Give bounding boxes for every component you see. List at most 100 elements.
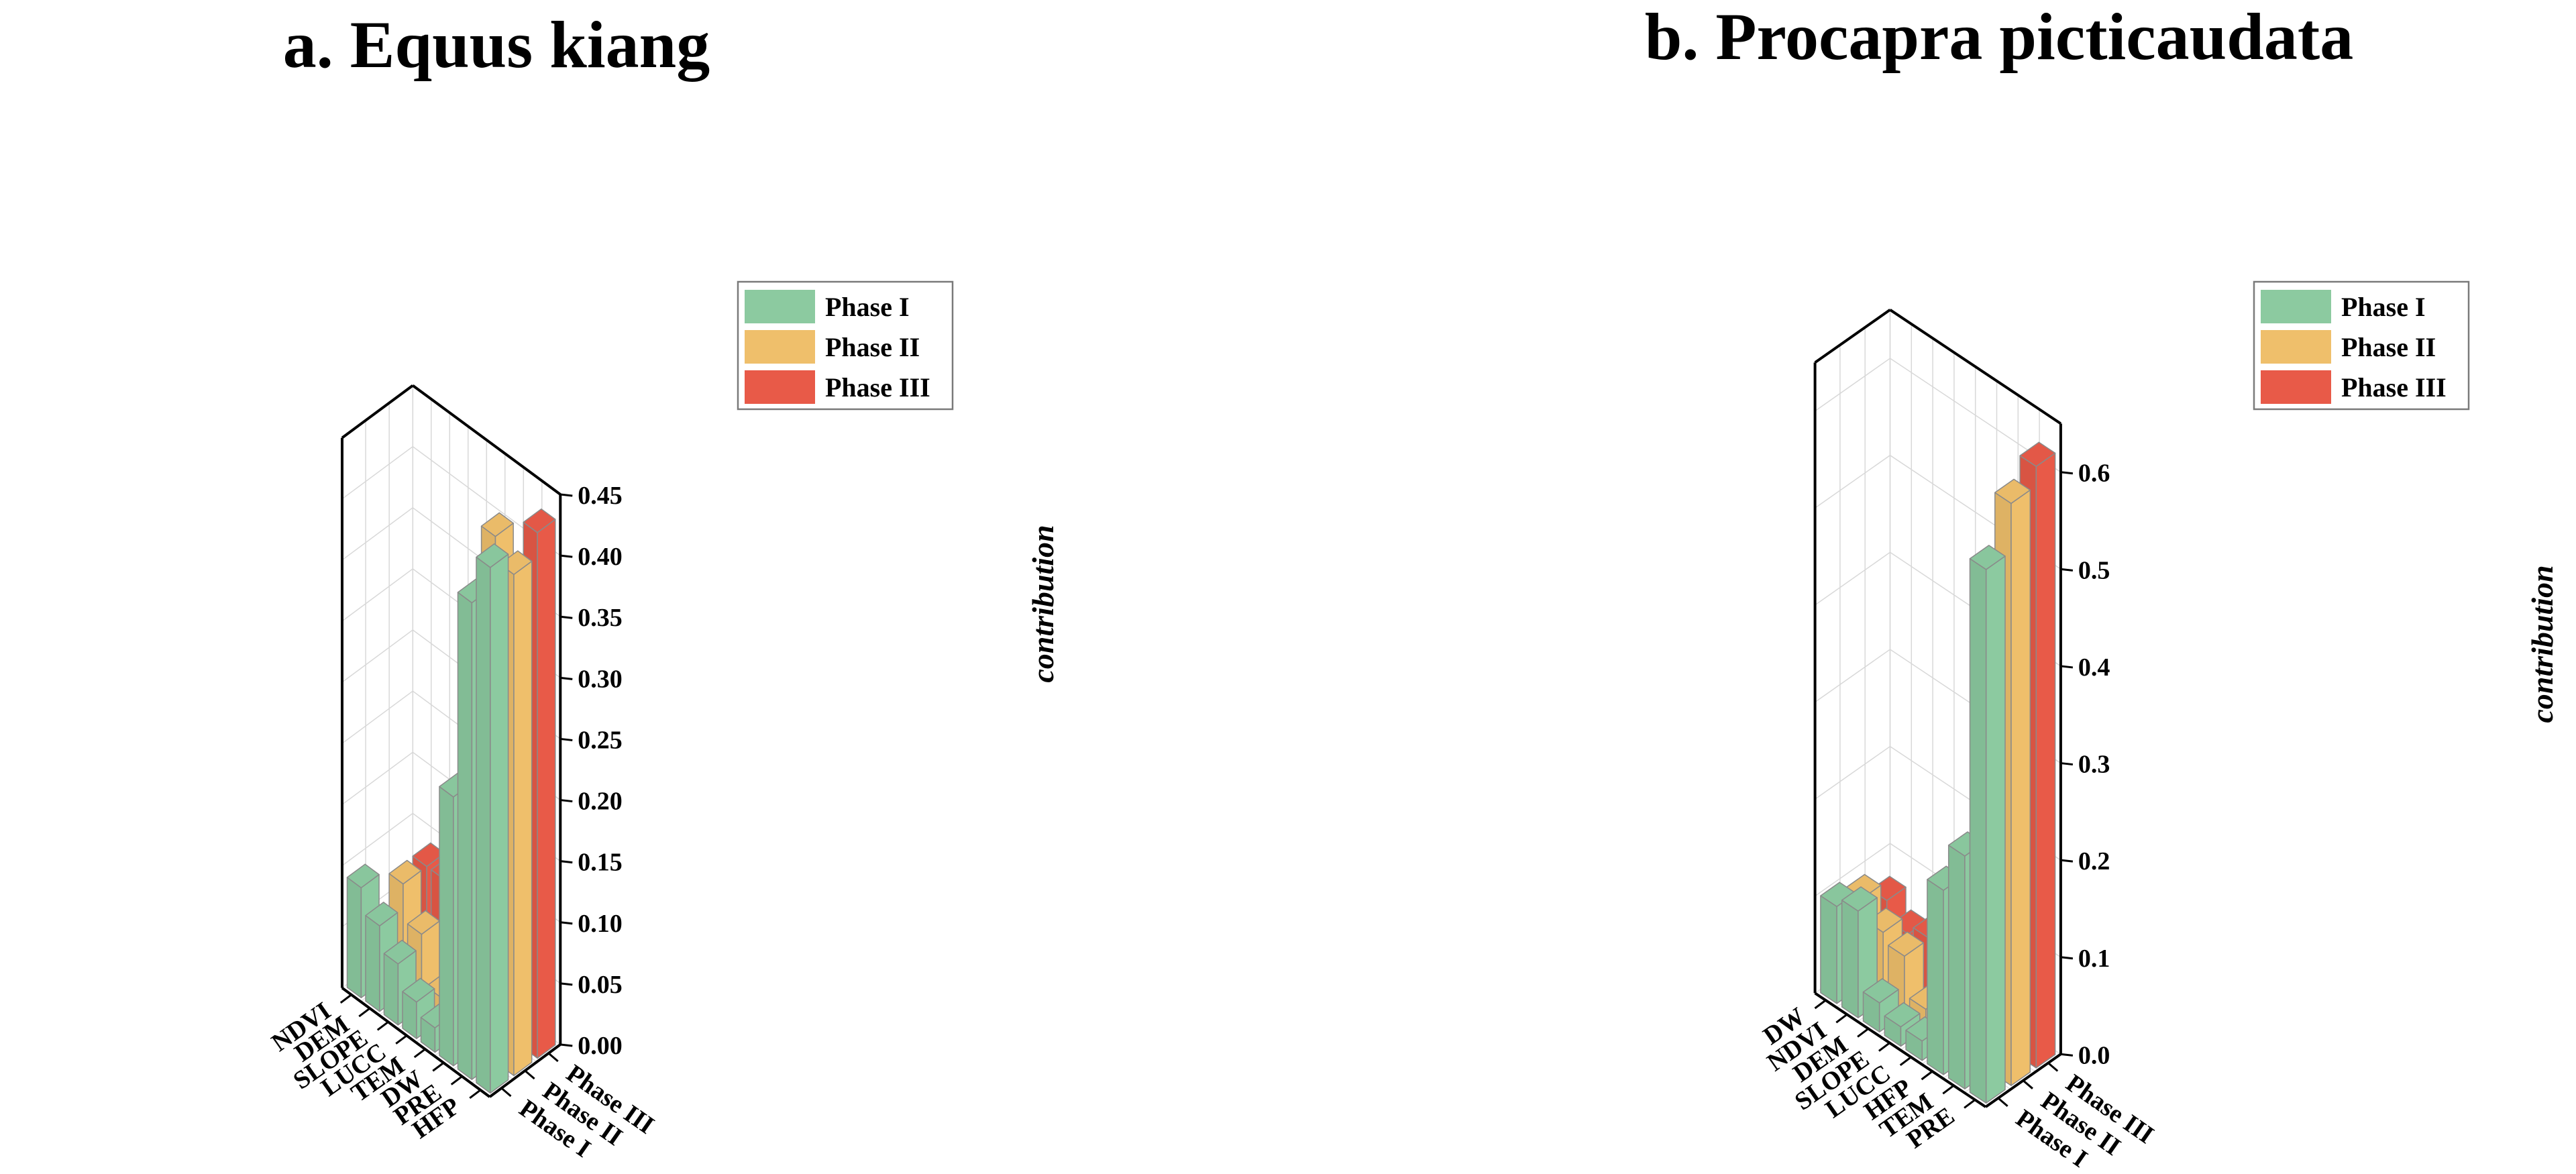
category-tick	[376, 1021, 389, 1031]
bars	[1820, 441, 2056, 1104]
bar-face-side	[383, 953, 399, 1026]
legend-swatch	[745, 290, 815, 323]
y-tick	[2060, 859, 2074, 863]
y-tick-label: 0.3	[2078, 751, 2110, 779]
bar-face-top	[1994, 478, 2031, 504]
y-axis-label: contribution	[1026, 525, 1060, 682]
y-tick-label: 0.05	[578, 971, 623, 999]
legend-swatch	[745, 370, 815, 404]
phase-tick	[2022, 1079, 2033, 1089]
bar-face-front	[513, 560, 533, 1077]
y-tick	[2060, 1053, 2074, 1057]
y-tick	[2060, 762, 2074, 766]
bar-face-top	[1888, 931, 1925, 957]
y-tick	[2060, 471, 2074, 475]
bar-face-front	[537, 519, 556, 1059]
bar-face-top	[2019, 441, 2056, 468]
y-tick-label: 0.10	[578, 910, 623, 938]
bar-face-top	[476, 543, 509, 568]
phase-tick	[547, 1052, 559, 1063]
bar	[1969, 545, 2006, 1104]
bar-face-front	[2035, 452, 2056, 1069]
bar-face-top	[1884, 1002, 1921, 1028]
y-tick	[2060, 568, 2074, 572]
chart-equus-kiang: a. Equus kiang HFPPREDWTEMLUCCSLOPEDEMND…	[266, 7, 1060, 1163]
bar-face-top	[1862, 978, 1899, 1004]
bars	[346, 508, 556, 1094]
legend-label: Phase III	[2341, 372, 2447, 403]
bar-face-front	[490, 553, 509, 1094]
chart-title: b. Procapra picticaudata	[1645, 0, 2353, 74]
legend-label: Phase I	[825, 292, 910, 322]
axis-line	[341, 384, 414, 439]
axis-line	[341, 986, 491, 1098]
bar-face-top	[407, 910, 440, 935]
legend: Phase I Phase II Phase III	[2253, 280, 2470, 411]
bar-face-front	[1985, 555, 2006, 1104]
axis-line	[412, 384, 561, 496]
y-tick	[560, 921, 573, 925]
y-tick	[2060, 956, 2074, 960]
y-tick	[560, 554, 573, 558]
phase-tick	[500, 1087, 512, 1098]
y-tick	[560, 1043, 573, 1047]
y-tick-label: 0.00	[578, 1032, 623, 1060]
bar-face-top	[402, 977, 435, 1003]
category-tick	[358, 1007, 371, 1018]
bar-face-side	[1927, 879, 1944, 1075]
y-tick	[560, 799, 573, 803]
y-tick-label: 0.30	[578, 665, 623, 693]
y-tick	[560, 493, 573, 497]
y-tick	[560, 676, 573, 680]
y-tick-label: 0.40	[578, 543, 623, 571]
legend-label: Phase II	[825, 332, 920, 362]
phase-tick	[2047, 1062, 2059, 1072]
axis-line	[1814, 992, 1987, 1108]
legend: Phase I Phase II Phase III	[737, 280, 954, 411]
category-tick	[1942, 1084, 1955, 1095]
y-tick-label: 0.2	[2078, 847, 2110, 875]
legend-label: Phase II	[2341, 332, 2436, 362]
bar-face-side	[476, 556, 491, 1094]
y-tick-label: 0.1	[2078, 945, 2110, 973]
y-tick	[2060, 665, 2074, 669]
phase-tick	[1997, 1097, 2008, 1108]
bar-face-front	[2010, 489, 2031, 1086]
bar-face-side	[439, 786, 454, 1067]
y-tick	[560, 982, 573, 986]
bar-face-side	[346, 877, 362, 999]
category-tick	[1835, 1013, 1848, 1024]
y-tick-label: 0.6	[2078, 460, 2110, 488]
bar-face-side	[1841, 900, 1859, 1018]
gridline	[341, 384, 561, 495]
axis-line	[1814, 309, 1891, 364]
category-tick	[413, 1048, 426, 1059]
category-tick	[1899, 1056, 1912, 1067]
y-tick-label: 0.4	[2078, 653, 2110, 682]
y-tick-label: 0.35	[578, 604, 623, 632]
category-tick	[339, 994, 352, 1004]
legend-swatch	[2261, 330, 2331, 364]
y-tick-label: 0.15	[578, 849, 623, 877]
legend-swatch	[2261, 290, 2331, 323]
y-tick-label: 0.0	[2078, 1041, 2110, 1069]
category-tick	[1878, 1042, 1890, 1052]
bar	[1888, 931, 1925, 1015]
legend-label: Phase I	[2341, 292, 2426, 322]
y-tick	[560, 737, 573, 741]
y-tick	[560, 860, 573, 864]
bar-face-top	[388, 859, 422, 885]
y-tick-label: 0.45	[578, 482, 623, 510]
y-tick-label: 0.25	[578, 726, 623, 754]
category-tick	[1857, 1028, 1870, 1038]
bar-face-side	[1820, 895, 1837, 1004]
legend-swatch	[2261, 370, 2331, 404]
bar-face-top	[412, 842, 445, 867]
bar-face-top	[523, 508, 556, 533]
bar-face-top	[480, 512, 514, 537]
y-tick	[560, 615, 573, 619]
category-tick	[450, 1075, 463, 1085]
